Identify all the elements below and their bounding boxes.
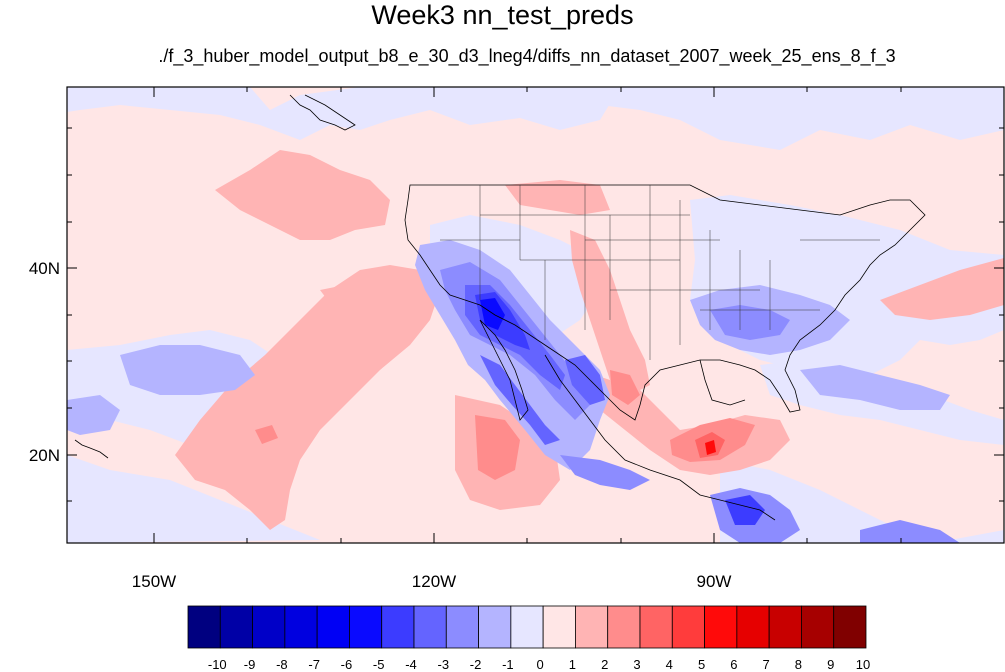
colorbar-label: 6 [730,657,737,672]
colorbar-box [671,605,705,649]
lon-label-90w: 90W [697,572,732,590]
colorbar-box [639,605,673,649]
colorbar-box [801,605,835,649]
colorbar-label: 4 [666,657,673,672]
colorbar-label: -7 [308,657,320,672]
lon-label-150w: 150W [132,572,176,590]
plot-subtitle: ./f_3_huber_model_output_b8_e_30_d3_lneg… [158,46,896,66]
colorbar-box [542,605,576,649]
colorbar-label: -8 [276,657,288,672]
colorbar-box [284,605,318,649]
difference-field [67,87,1004,543]
colorbar-box [349,605,383,649]
colorbar-label: -10 [208,657,227,672]
colorbar-box [187,605,221,649]
colorbar-label: 9 [827,657,834,672]
colorbar-label: 5 [698,657,705,672]
colorbar-label: 7 [763,657,770,672]
colorbar-box [704,605,738,649]
colorbar-box [316,605,350,649]
colorbar-box [445,605,479,649]
plot-title: Week3 nn_test_preds [371,0,634,30]
colorbar-box [768,605,802,649]
colorbar-label: 2 [601,657,608,672]
axis-ticks [67,87,1004,543]
lat-label-40n: 40N [29,259,60,278]
colorbar-box [607,605,641,649]
colorbar-box [510,605,544,649]
colorbar-label: -9 [244,657,256,672]
colorbar-label: 10 [856,657,870,672]
colorbar-label: 3 [633,657,640,672]
colorbar-box [478,605,512,649]
colorbar-boxes [187,605,867,649]
colorbar-box [413,605,447,649]
lon-label-120w: 120W [412,572,456,590]
colorbar-box [219,605,253,649]
colorbar-label: -1 [502,657,514,672]
colorbar-label: -4 [405,657,417,672]
state-borders [440,185,880,360]
coastlines [74,94,926,521]
colorbar-box [575,605,609,649]
colorbar-label: -6 [341,657,353,672]
blue-regions [67,240,960,543]
map-plot: 150W 120W 90W 40N 20N [29,86,1005,590]
colorbar-box [833,605,867,649]
colorbar-box [736,605,770,649]
colorbar-box [252,605,286,649]
colorbar-label: 8 [795,657,802,672]
colorbar-label: -5 [373,657,385,672]
colorbar-box [381,605,415,649]
colorbar-label: -3 [438,657,450,672]
colorbar-label: 1 [569,657,576,672]
colorbar-label: -2 [470,657,482,672]
colorbar-labels: -10 -9 -8 -7 -6 -5 -4 -3 -2 -1 0 1 2 3 4 5 6 7 8 9 10 [208,657,870,672]
colorbar-label: 0 [537,657,544,672]
lat-label-20n: 20N [29,446,60,465]
